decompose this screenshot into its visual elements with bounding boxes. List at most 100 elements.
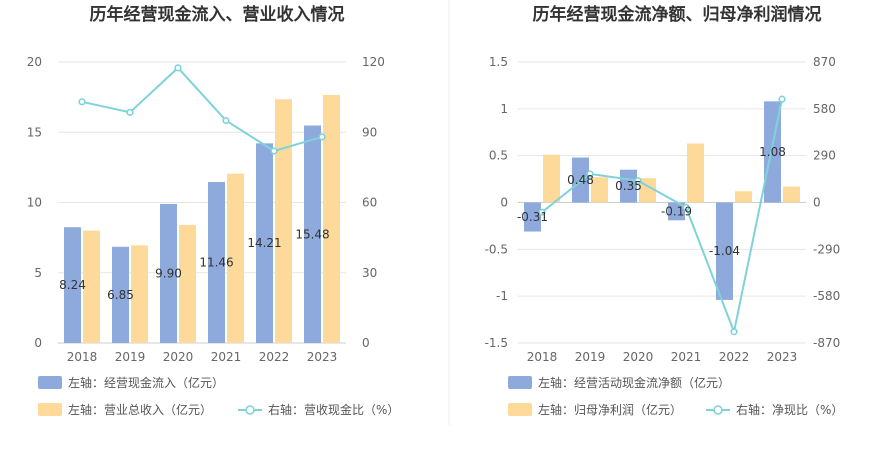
legend-swatch (508, 376, 532, 389)
data-label: 11.46 (199, 255, 233, 269)
data-label: -0.31 (517, 210, 548, 224)
bar (687, 143, 704, 203)
legend-line-marker (245, 405, 255, 415)
legend-label: 左轴：经营现金流入（亿元） (68, 375, 224, 390)
x-axis-tick-label: 2022 (719, 350, 750, 364)
right-axis-tick-label: 290 (813, 149, 836, 163)
data-label: 1.08 (759, 145, 786, 159)
right-axis-tick-label: 0 (362, 336, 370, 350)
line-point (778, 95, 786, 103)
line-point (222, 116, 230, 125)
bar (112, 246, 129, 343)
left-axis-tick-label: 20 (27, 55, 42, 69)
left-axis-tick-label: -1.5 (485, 336, 508, 350)
x-axis-tick-label: 2021 (211, 350, 242, 364)
right-axis-tick-label: -290 (813, 242, 840, 256)
bar (160, 203, 177, 343)
line-point (538, 208, 546, 216)
x-axis-tick-label: 2019 (115, 350, 146, 364)
left-axis-tick-label: 1.5 (489, 55, 508, 69)
right-axis-tick-label: -870 (813, 336, 840, 350)
right-axis-tick-label: -580 (813, 289, 840, 303)
right-axis-tick-label: 90 (362, 125, 377, 139)
right-axis-tick-label: 60 (362, 196, 377, 210)
bar (668, 202, 685, 221)
line-point (174, 64, 182, 72)
line-point (78, 98, 86, 106)
chart-panel-2: 历年经营现金流净额、归母净利润情况 -1.5 -1 -0.5 0 0.5 1 1.5 -870 -… (485, 4, 844, 417)
legend-label: 左轴：经营活动现金流净额（亿元） (538, 375, 730, 390)
line-point (682, 203, 690, 211)
right-axis-tick-label: 120 (362, 55, 385, 69)
bar (716, 202, 733, 300)
x-axis-tick-label: 2020 (623, 350, 654, 364)
left-axis-tick-label: -1 (496, 289, 508, 303)
data-label: 8.24 (59, 278, 86, 292)
line-point (730, 328, 738, 336)
bar (572, 157, 589, 203)
series-line (81, 66, 323, 153)
left-axis-tick-label: 0.5 (489, 149, 508, 163)
x-axis-tick-label: 2019 (575, 350, 606, 364)
data-label: 0.35 (615, 179, 642, 193)
bar (323, 95, 340, 343)
bar (735, 191, 752, 203)
chart-title: 历年经营现金流净额、归母净利润情况 (533, 4, 822, 25)
bar (256, 143, 273, 343)
x-axis-tick-label: 2022 (259, 350, 290, 364)
legend-label: 左轴：营业总收入（亿元） (68, 402, 212, 417)
bar (524, 202, 541, 232)
line-point (126, 108, 134, 116)
left-axis-tick-label: 10 (27, 196, 42, 210)
left-axis-tick-label: 1 (500, 102, 508, 116)
legend-label: 左轴：归母净利润（亿元） (538, 402, 682, 417)
data-label: 0.48 (567, 173, 594, 187)
data-label: -0.19 (661, 204, 692, 218)
left-axis-tick-label: -0.5 (485, 242, 508, 256)
line-point (318, 133, 326, 141)
x-axis-tick-label: 2018 (527, 350, 558, 364)
legend-swatch (38, 403, 62, 416)
x-axis-tick-label: 2023 (767, 350, 798, 364)
bar (275, 99, 292, 343)
bar (591, 177, 608, 203)
legend-line-marker (713, 405, 723, 415)
line-point (634, 177, 642, 185)
x-axis-tick-label: 2021 (671, 350, 702, 364)
line-point (270, 147, 278, 155)
legend-swatch (508, 403, 532, 416)
bar (64, 227, 81, 343)
right-axis-tick-label: 0 (813, 196, 821, 210)
right-axis-tick-label: 580 (813, 102, 836, 116)
chart-title: 历年经营现金流入、营业收入情况 (90, 4, 345, 25)
bar (179, 224, 196, 343)
data-label: 9.90 (155, 266, 182, 280)
right-axis-tick-label: 30 (362, 266, 377, 280)
legend-label: 右轴：营收现金比（%） (268, 402, 399, 417)
series-line (541, 98, 783, 336)
bar (543, 154, 560, 203)
x-axis-tick-label: 2020 (163, 350, 194, 364)
data-label: 14.21 (247, 236, 281, 250)
data-label: 15.48 (295, 227, 329, 241)
bar (131, 245, 148, 343)
left-axis-tick-label: 15 (27, 125, 42, 139)
left-axis-tick-label: 5 (34, 266, 42, 280)
legend-swatch (38, 376, 62, 389)
bar (83, 230, 100, 343)
data-label: -1.04 (709, 244, 740, 258)
legend-label: 右轴：净现比（%） (736, 402, 843, 417)
bar (227, 173, 244, 343)
right-axis-tick-label: 870 (813, 55, 836, 69)
bar (208, 181, 225, 343)
chart-panel-1: 历年经营现金流入、营业收入情况 0 5 10 15 20 0 30 60 90 120 2018 201… (27, 4, 400, 417)
x-axis-tick-label: 2023 (307, 350, 338, 364)
data-label: 6.85 (107, 288, 134, 302)
line-point (586, 170, 594, 178)
left-axis-tick-label: 0 (34, 336, 42, 350)
x-axis-tick-label: 2018 (67, 350, 98, 364)
bar (304, 125, 321, 343)
left-axis-tick-label: 0 (500, 196, 508, 210)
